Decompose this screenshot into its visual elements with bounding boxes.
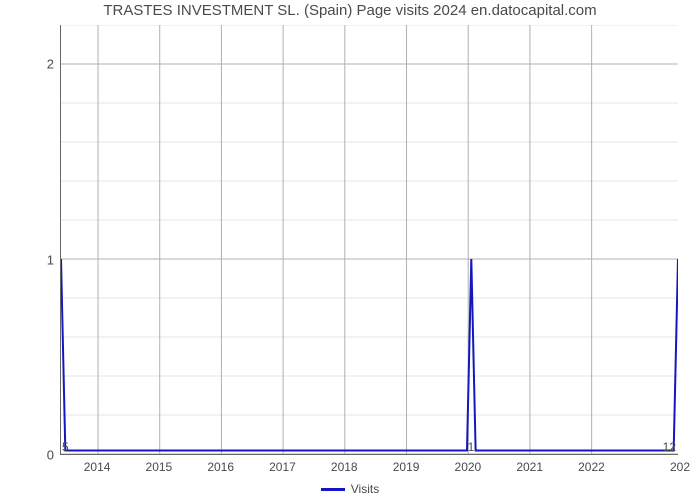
series-svg [61,25,678,454]
x-tick-label: 2021 [516,460,543,474]
chart-title: TRASTES INVESTMENT SL. (Spain) Page visi… [0,2,700,19]
x-tick-label: 2017 [269,460,296,474]
y-tick-label: 2 [47,57,54,72]
legend-swatch [321,488,345,491]
y-tick-label: 0 [47,448,54,463]
x-tick-label-cut: 202 [670,460,690,474]
data-point-label: 1 [468,440,475,454]
legend: Visits [0,482,700,496]
data-point-label: 12 [663,440,676,454]
x-tick-label: 2019 [393,460,420,474]
x-tick-label: 2022 [578,460,605,474]
x-tick-label: 2020 [455,460,482,474]
x-tick-label: 2018 [331,460,358,474]
x-tick-label: 2015 [146,460,173,474]
y-tick-label: 1 [47,252,54,267]
chart-container: TRASTES INVESTMENT SL. (Spain) Page visi… [0,0,700,500]
data-point-label: 5 [62,440,69,454]
legend-label: Visits [351,482,379,496]
x-tick-label: 2016 [207,460,234,474]
x-tick-label: 2014 [84,460,111,474]
plot-area [60,25,678,455]
